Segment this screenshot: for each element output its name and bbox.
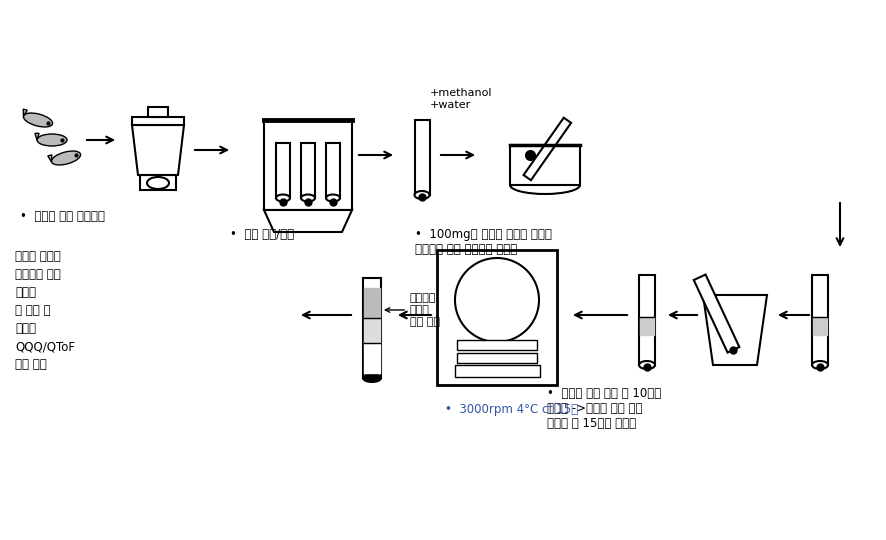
Ellipse shape (812, 361, 828, 369)
FancyBboxPatch shape (132, 117, 184, 125)
Ellipse shape (23, 113, 52, 127)
FancyBboxPatch shape (457, 340, 537, 350)
FancyBboxPatch shape (455, 365, 540, 377)
FancyBboxPatch shape (812, 275, 828, 365)
FancyBboxPatch shape (510, 145, 580, 185)
Polygon shape (48, 155, 51, 162)
Text: •  클로로 폼을 첨가 후 10분간
아이싱 ->클로로 폼과 물을
첨가한 후 15분간 아이싱: • 클로로 폼을 첨가 후 10분간 아이싱 ->클로로 폼과 물을 첨가한 후… (547, 387, 661, 430)
Ellipse shape (301, 194, 315, 201)
FancyBboxPatch shape (457, 353, 537, 363)
FancyBboxPatch shape (694, 274, 739, 353)
Text: •  3000rpm 4°C cf 15분: • 3000rpm 4°C cf 15분 (445, 403, 579, 416)
Polygon shape (703, 295, 767, 365)
Polygon shape (23, 109, 27, 116)
Circle shape (455, 258, 539, 342)
Polygon shape (264, 210, 352, 232)
Ellipse shape (326, 194, 340, 201)
Text: •  100mg의 건조된 생물종 샘플에
메탄올과 물을 첨가하고 볼텍싱: • 100mg의 건조된 생물종 샘플에 메탄올과 물을 첨가하고 볼텍싱 (415, 228, 552, 256)
Ellipse shape (415, 191, 430, 199)
FancyBboxPatch shape (276, 143, 290, 198)
FancyBboxPatch shape (148, 107, 168, 117)
FancyBboxPatch shape (524, 118, 571, 180)
Text: •  생물종 샘플 글라인딩: • 생물종 샘플 글라인딩 (20, 210, 105, 223)
FancyBboxPatch shape (437, 250, 557, 385)
Text: •  샘플 통결/건조: • 샘플 통결/건조 (230, 228, 294, 241)
FancyBboxPatch shape (326, 143, 340, 198)
Text: 지질층을
제외한
부분 회수: 지질층을 제외한 부분 회수 (385, 293, 440, 327)
Text: +methanol
+water: +methanol +water (430, 89, 493, 110)
Ellipse shape (363, 374, 381, 382)
FancyBboxPatch shape (639, 275, 655, 365)
Text: 회수된 샘플을
동결건조 하고
재회수
재 회수 된
샘플은
QQQ/QToF
분석 이용: 회수된 샘플을 동결건조 하고 재회수 재 회수 된 샘플은 QQQ/QToF … (15, 250, 75, 371)
Polygon shape (132, 125, 184, 175)
FancyBboxPatch shape (140, 175, 176, 190)
FancyBboxPatch shape (415, 120, 430, 195)
Ellipse shape (51, 151, 81, 165)
FancyBboxPatch shape (363, 278, 381, 378)
Ellipse shape (147, 177, 169, 189)
FancyBboxPatch shape (301, 143, 315, 198)
FancyBboxPatch shape (264, 120, 352, 210)
Ellipse shape (639, 361, 655, 369)
Ellipse shape (276, 194, 290, 201)
Ellipse shape (37, 134, 67, 146)
Polygon shape (35, 133, 39, 140)
